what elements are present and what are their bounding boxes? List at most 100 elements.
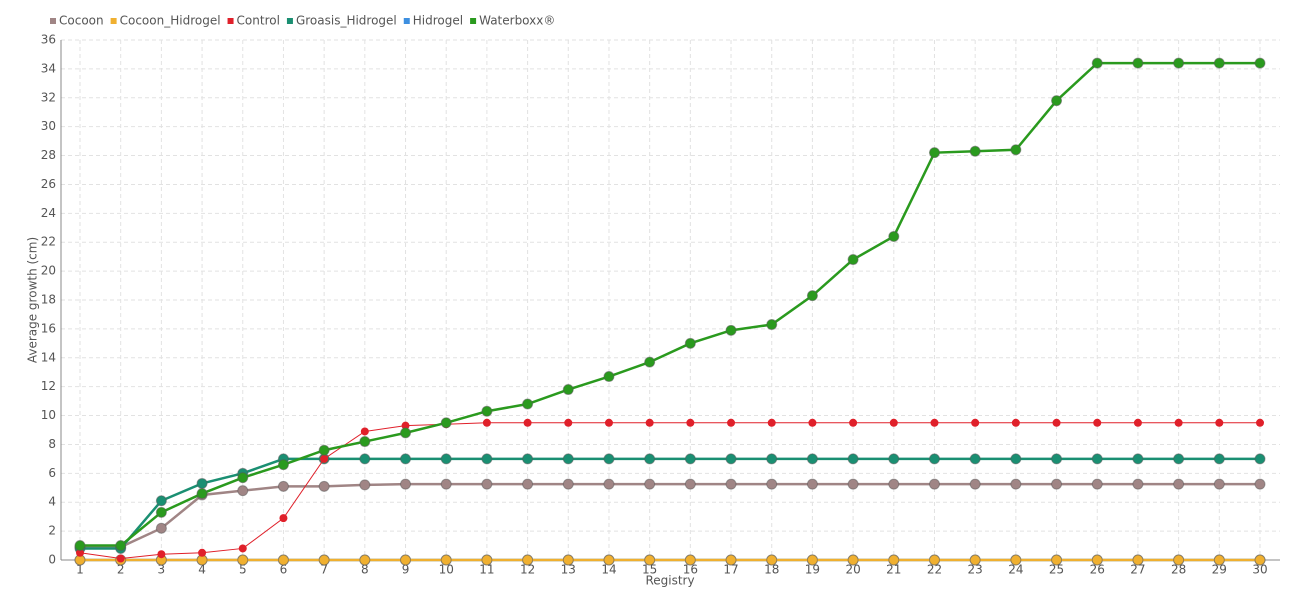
point — [76, 548, 84, 557]
point — [440, 417, 452, 429]
point — [481, 554, 493, 566]
point — [277, 480, 289, 492]
point — [806, 290, 818, 302]
point — [1052, 418, 1061, 427]
point — [359, 453, 371, 465]
legend-swatch — [110, 18, 117, 24]
x-tick-label: 2 — [117, 563, 125, 577]
y-tick-label: 32 — [41, 90, 56, 104]
legend-swatch — [403, 18, 410, 24]
point — [1213, 57, 1225, 69]
point — [1132, 57, 1144, 69]
point — [1254, 57, 1266, 69]
point — [318, 554, 330, 566]
y-tick-label: 30 — [41, 119, 56, 133]
x-tick-label: 10 — [439, 563, 454, 577]
point — [971, 418, 980, 427]
point — [889, 418, 898, 427]
point — [1132, 453, 1144, 465]
y-tick-label: 16 — [41, 321, 56, 335]
series-line — [80, 482, 1260, 549]
x-tick-label: 5 — [239, 563, 247, 577]
x-tick-label: 16 — [683, 563, 698, 577]
x-tick-label: 9 — [402, 563, 410, 577]
x-tick-label: 12 — [520, 563, 535, 577]
point — [522, 453, 534, 465]
point — [198, 548, 207, 557]
point — [603, 478, 615, 490]
point — [1051, 95, 1063, 107]
point — [1010, 554, 1022, 566]
point — [928, 478, 940, 490]
point — [928, 453, 940, 465]
point — [562, 478, 574, 490]
point — [725, 453, 737, 465]
y-tick-label: 20 — [41, 264, 56, 278]
point — [888, 478, 900, 490]
point — [564, 418, 573, 427]
point — [1093, 418, 1102, 427]
point — [400, 453, 412, 465]
x-tick-label: 27 — [1130, 563, 1145, 577]
point — [481, 405, 493, 417]
x-tick-label: 14 — [601, 563, 616, 577]
point — [1132, 554, 1144, 566]
y-axis-label: Average growth (cm) — [26, 237, 40, 363]
point — [930, 418, 939, 427]
point — [155, 506, 167, 518]
point — [1133, 418, 1142, 427]
y-tick-label: 18 — [41, 293, 56, 307]
point — [74, 540, 86, 552]
point — [928, 554, 940, 566]
y-tick-label: 14 — [41, 350, 56, 364]
point — [237, 485, 249, 497]
x-tick-label: 7 — [320, 563, 328, 577]
point — [1010, 453, 1022, 465]
point — [1213, 453, 1225, 465]
x-tick-label: 6 — [280, 563, 288, 577]
point — [562, 384, 574, 396]
y-tick-label: 0 — [48, 553, 56, 567]
point — [1213, 478, 1225, 490]
x-tick-label: 15 — [642, 563, 657, 577]
point — [1254, 453, 1266, 465]
point — [604, 418, 613, 427]
point — [767, 418, 776, 427]
point — [1051, 554, 1063, 566]
legend-label: Hidrogel — [413, 14, 463, 28]
point — [562, 554, 574, 566]
point — [196, 488, 208, 500]
point — [686, 418, 695, 427]
point — [1051, 453, 1063, 465]
point — [1256, 418, 1264, 427]
legend-label: Cocoon — [59, 14, 104, 28]
x-tick-label: 1 — [76, 563, 84, 577]
point — [238, 544, 247, 553]
legend-label: Cocoon_Hidrogel — [120, 14, 221, 28]
point — [400, 554, 412, 566]
x-tick-label: 23 — [968, 563, 983, 577]
point — [440, 554, 452, 566]
legend: Cocoon Cocoon_Hidrogel Control Groasis_Hidr… — [50, 14, 555, 28]
point — [400, 478, 412, 490]
point — [1132, 478, 1144, 490]
point — [196, 477, 208, 489]
point — [847, 554, 859, 566]
x-tick-label: 17 — [723, 563, 738, 577]
x-tick-label: 24 — [1008, 563, 1023, 577]
point — [279, 514, 288, 523]
point — [684, 554, 696, 566]
x-tick-label: 30 — [1252, 563, 1267, 577]
point — [359, 436, 371, 448]
x-tick-label: 3 — [158, 563, 166, 577]
point — [155, 522, 167, 534]
point — [1091, 554, 1103, 566]
point — [1010, 478, 1022, 490]
point — [400, 427, 412, 439]
point — [644, 356, 656, 368]
point — [1091, 57, 1103, 69]
point — [522, 398, 534, 410]
point — [440, 453, 452, 465]
point — [969, 554, 981, 566]
point — [644, 478, 656, 490]
